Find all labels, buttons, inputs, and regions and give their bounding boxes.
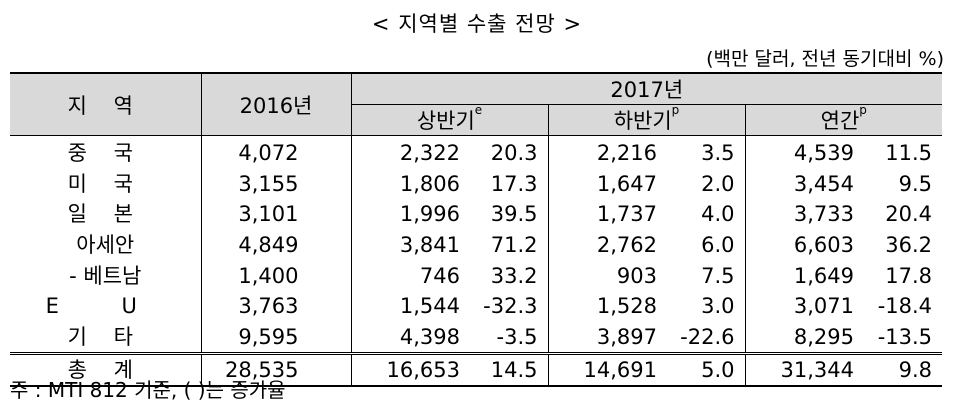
value-h2: 2,762 xyxy=(596,233,657,258)
table-row: 기 타 9,595 4,398 -3.5 3,897 -22.6 8,295 -… xyxy=(10,321,942,354)
value-annual: 1,649 xyxy=(793,263,854,288)
header-2017: 2017년 xyxy=(350,72,943,105)
total-label: 총 계 xyxy=(10,352,202,387)
value-annual: 3,733 xyxy=(793,202,854,227)
rate-h2: 7.5 xyxy=(663,260,746,291)
value-h2: 1,737 xyxy=(596,202,657,227)
value-annual: 6,603 xyxy=(793,233,854,258)
table-row: E U 3,763 1,544 -32.3 1,528 3.0 3,071 -1… xyxy=(10,290,942,322)
rate-h1: 20.3 xyxy=(466,135,549,169)
total-rate-annual: 9.8 xyxy=(860,352,943,387)
footnote: 주 : MTI 812 기준, ( )는 증가율 xyxy=(10,378,286,402)
region-cell: 미 국 xyxy=(10,168,202,200)
rate-h2: 4.0 xyxy=(663,199,746,230)
value-2016: 1,400 xyxy=(201,260,352,291)
header-h2: 하반기p xyxy=(547,103,746,136)
value-2016: 3,155 xyxy=(201,168,352,200)
table-row: - 베트남 1,400 746 33.2 903 7.5 1,649 17.8 xyxy=(10,260,942,291)
value-annual: 8,295 xyxy=(793,324,854,349)
rate-h1: 17.3 xyxy=(466,168,549,200)
value-2016: 3,763 xyxy=(201,290,352,322)
value-h2: 2,216 xyxy=(596,141,657,166)
value-h1: 3,841 xyxy=(399,233,460,258)
header-region: 지 역 xyxy=(10,72,202,136)
total-row: 총 계 28,535 16,653 14.5 14,691 5.0 31,344… xyxy=(10,352,943,387)
region-cell: 아세안 xyxy=(10,229,202,261)
header-h1: 상반기e xyxy=(351,103,549,136)
value-h2: 3,897 xyxy=(596,324,657,349)
total-annual: 31,344 xyxy=(745,352,860,387)
rate-annual: 17.8 xyxy=(885,263,933,288)
unit-label: (백만 달러, 전년 동기대비 %) xyxy=(706,48,944,70)
value-h1: 1,544 xyxy=(399,294,460,319)
region-cell: E U xyxy=(10,290,202,322)
table-row: 아세안 4,849 3,841 71.2 2,762 6.0 6,603 36.… xyxy=(10,229,942,261)
rate-h2: 3.0 xyxy=(663,290,746,322)
value-h1: 746 xyxy=(419,263,460,288)
value-h1: 1,806 xyxy=(399,171,460,196)
value-annual: 3,454 xyxy=(793,171,854,196)
value-h2: 1,647 xyxy=(596,171,657,196)
value-h1: 1,996 xyxy=(399,202,460,227)
region-cell: 기 타 xyxy=(10,321,202,354)
table-row: 미 국 3,155 1,806 17.3 1,647 2.0 3,454 9.5 xyxy=(10,168,942,200)
rate-annual: 20.4 xyxy=(885,202,933,227)
rate-annual: 11.5 xyxy=(885,141,933,166)
table-row: 일 본 3,101 1,996 39.5 1,737 4.0 3,733 20.… xyxy=(10,199,942,230)
rate-h2: -22.6 xyxy=(663,321,746,354)
table-row: 중 국 4,072 2,322 20.3 2,216 3.5 4,539 11.… xyxy=(10,135,942,169)
region-cell: 일 본 xyxy=(10,199,202,230)
value-2016: 4,849 xyxy=(201,229,352,261)
rate-h2: 6.0 xyxy=(663,229,746,261)
total-rate-h2: 5.0 xyxy=(663,352,746,387)
rate-h1: 71.2 xyxy=(466,229,549,261)
rate-annual: -18.4 xyxy=(877,294,933,319)
value-annual: 3,071 xyxy=(793,294,854,319)
export-outlook-table: 지 역 2016년 2017년 상반기e 하반기p 연간p 중 국 4,072 … xyxy=(10,72,943,388)
rate-h2: 2.0 xyxy=(663,168,746,200)
value-annual: 4,539 xyxy=(793,141,854,166)
total-2016: 28,535 xyxy=(201,352,352,387)
rate-h1: 33.2 xyxy=(466,260,549,291)
rate-h1: -32.3 xyxy=(466,290,549,322)
value-2016: 3,101 xyxy=(201,199,352,230)
value-h2: 1,528 xyxy=(596,294,657,319)
header-2016: 2016년 xyxy=(200,72,352,136)
rate-annual: -13.5 xyxy=(877,324,933,349)
total-h1: 16,653 xyxy=(351,352,466,387)
rate-h1: 39.5 xyxy=(466,199,549,230)
table-title: < 지역별 수출 전망 > xyxy=(371,12,583,36)
region-cell: 중 국 xyxy=(10,135,202,169)
rate-annual: 36.2 xyxy=(885,233,933,258)
region-cell: - 베트남 xyxy=(10,260,202,291)
total-rate-h1: 14.5 xyxy=(466,352,549,387)
value-2016: 9,595 xyxy=(201,321,352,354)
value-h1: 4,398 xyxy=(399,324,460,349)
rate-annual: 9.5 xyxy=(898,171,933,196)
rate-h1: -3.5 xyxy=(466,321,549,354)
total-h2: 14,691 xyxy=(548,352,663,387)
rate-h2: 3.5 xyxy=(663,135,746,169)
value-h2: 903 xyxy=(616,263,657,288)
value-2016: 4,072 xyxy=(201,135,352,169)
value-h1: 2,322 xyxy=(399,141,460,166)
header-annual: 연간p xyxy=(744,103,943,136)
